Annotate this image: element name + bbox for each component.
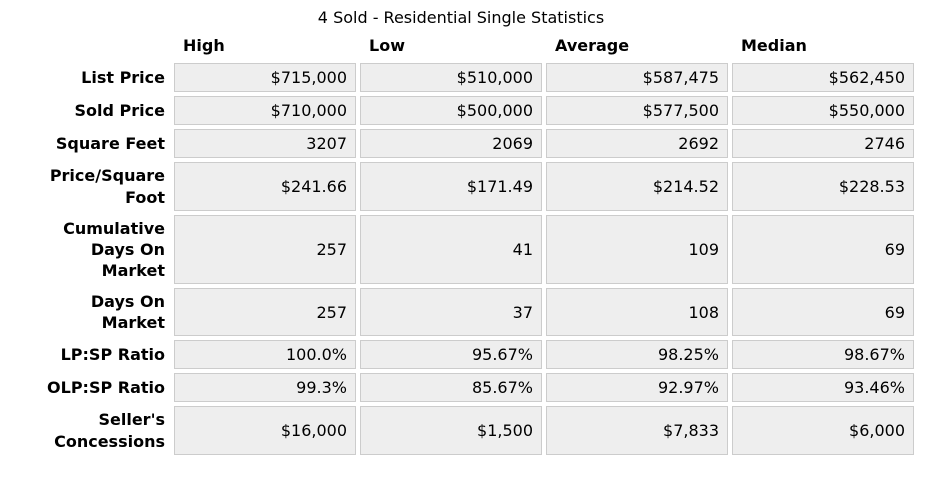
- value-cell: 98.25%: [546, 340, 728, 370]
- row-label: Seller's Concessions: [54, 410, 165, 451]
- row-label: OLP:SP Ratio: [47, 378, 165, 398]
- value-cell: 95.67%: [360, 340, 542, 370]
- value-cell: 257: [174, 214, 356, 284]
- value-cell: $171.49: [360, 162, 542, 211]
- value-cell: $228.53: [732, 162, 914, 211]
- value-cell: 2069: [360, 129, 542, 159]
- value-cell: 257: [174, 287, 356, 337]
- header-row: High Low Average Median: [4, 32, 914, 59]
- value-cell: 109: [546, 214, 728, 284]
- value-cell: 85.67%: [360, 373, 542, 403]
- value-cell: 37: [360, 287, 542, 337]
- value-cell: $710,000: [174, 96, 356, 126]
- column-header-low: Low: [369, 36, 405, 55]
- column-header-average: Average: [555, 36, 630, 55]
- value-cell: 99.3%: [174, 373, 356, 403]
- value-cell: $241.66: [174, 162, 356, 211]
- value-cell: $1,500: [360, 406, 542, 455]
- value-cell: 100.0%: [174, 340, 356, 370]
- value-cell: $587,475: [546, 63, 728, 93]
- value-cell: 69: [732, 214, 914, 284]
- table-row-olp-sp-ratio: OLP:SP Ratio 99.3% 85.67% 92.97% 93.46%: [4, 373, 914, 403]
- corner-cell: [4, 32, 170, 59]
- table-row-sold-price: Sold Price $710,000 $500,000 $577,500 $5…: [4, 96, 914, 126]
- row-label: LP:SP Ratio: [60, 345, 165, 365]
- value-cell: 98.67%: [732, 340, 914, 370]
- row-label: Square Feet: [55, 134, 165, 154]
- value-cell: $577,500: [546, 96, 728, 126]
- value-cell: $7,833: [546, 406, 728, 455]
- table-row-sellers-concessions: Seller's Concessions $16,000 $1,500 $7,8…: [4, 406, 914, 455]
- value-cell: $500,000: [360, 96, 542, 126]
- column-header-high: High: [183, 36, 225, 55]
- value-cell: $6,000: [732, 406, 914, 455]
- value-cell: $16,000: [174, 406, 356, 455]
- value-cell: $715,000: [174, 63, 356, 93]
- row-label: Cumulative Days On Market: [63, 218, 165, 280]
- value-cell: 2692: [546, 129, 728, 159]
- value-cell: 108: [546, 287, 728, 337]
- value-cell: 93.46%: [732, 373, 914, 403]
- value-cell: 41: [360, 214, 542, 284]
- row-label: List Price: [81, 68, 165, 88]
- value-cell: 2746: [732, 129, 914, 159]
- table-row-list-price: List Price $715,000 $510,000 $587,475 $5…: [4, 63, 914, 93]
- value-cell: 92.97%: [546, 373, 728, 403]
- table-row-cumulative-days-on-market: Cumulative Days On Market 257 41 109 69: [4, 214, 914, 284]
- table-row-days-on-market: Days On Market 257 37 108 69: [4, 287, 914, 337]
- value-cell: $550,000: [732, 96, 914, 126]
- value-cell: 3207: [174, 129, 356, 159]
- table-row-price-per-square-foot: Price/Square Foot $241.66 $171.49 $214.5…: [4, 162, 914, 211]
- value-cell: $214.52: [546, 162, 728, 211]
- page-title: 4 Sold - Residential Single Statistics: [317, 8, 605, 27]
- row-label: Sold Price: [74, 101, 165, 121]
- value-cell: 69: [732, 287, 914, 337]
- row-label: Days On Market: [90, 291, 165, 333]
- row-label: Price/Square Foot: [49, 166, 165, 207]
- table-row-lp-sp-ratio: LP:SP Ratio 100.0% 95.67% 98.25% 98.67%: [4, 340, 914, 370]
- statistics-table: High Low Average Median List Price $715,…: [0, 28, 918, 459]
- column-header-median: Median: [741, 36, 807, 55]
- table-row-square-feet: Square Feet 3207 2069 2692 2746: [4, 129, 914, 159]
- value-cell: $510,000: [360, 63, 542, 93]
- value-cell: $562,450: [732, 63, 914, 93]
